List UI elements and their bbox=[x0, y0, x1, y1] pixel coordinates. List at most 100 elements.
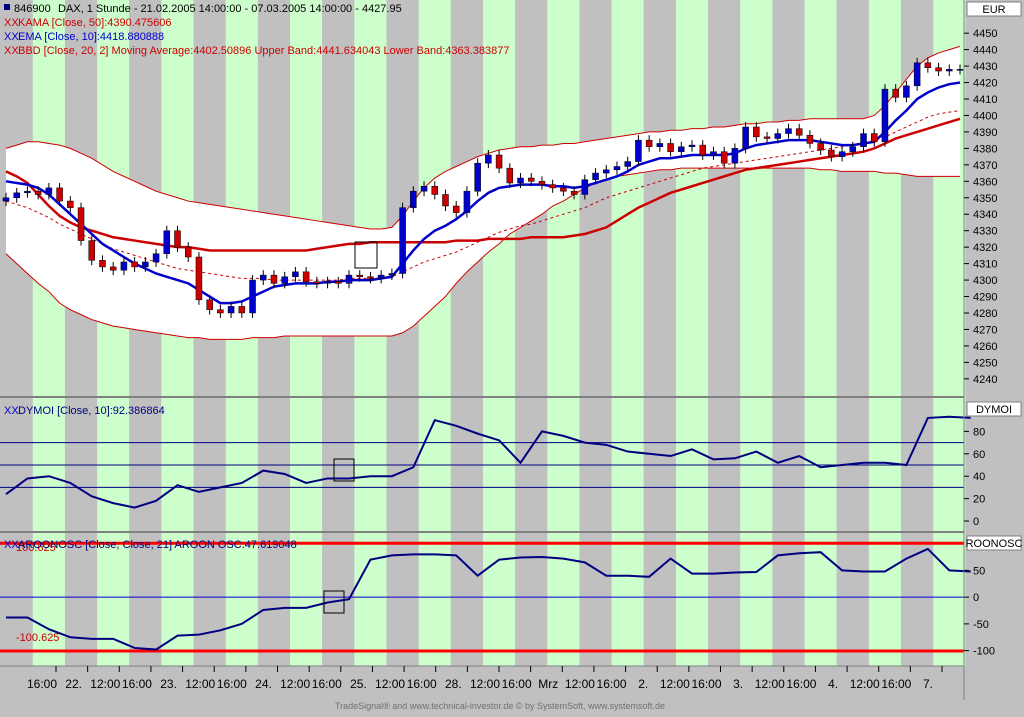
session-band bbox=[547, 0, 580, 666]
candle bbox=[806, 130, 814, 149]
bollinger-band-area bbox=[6, 46, 960, 340]
upper-band-line bbox=[5, 45, 961, 230]
candle bbox=[399, 202, 406, 279]
candle bbox=[495, 150, 503, 174]
candle bbox=[463, 186, 471, 218]
price-tick-label: 4400 bbox=[973, 110, 997, 122]
candle bbox=[881, 84, 889, 147]
price-tick-label: 4250 bbox=[973, 357, 997, 369]
ema-legend: EMA [Close, 10]:4418.880888 bbox=[18, 31, 164, 43]
time-tick-label: 22. bbox=[65, 677, 82, 691]
session-band bbox=[579, 0, 612, 666]
candle bbox=[345, 270, 353, 289]
price-tick-label: 4430 bbox=[973, 61, 997, 73]
session-band bbox=[32, 0, 65, 666]
aroon-unit-box bbox=[966, 535, 1022, 551]
aroon-osc-line bbox=[6, 547, 971, 651]
price-ticks: 4240 4250 4260 4270 4280 4290 4300 4310 4320 4330… bbox=[964, 28, 997, 386]
candle bbox=[731, 143, 739, 169]
candle bbox=[710, 146, 717, 160]
time-tick-label: 12:00 bbox=[565, 677, 595, 691]
time-tick-label: 16:00 bbox=[122, 677, 152, 691]
candle bbox=[688, 140, 696, 152]
candle bbox=[870, 128, 878, 147]
price-tick-label: 4320 bbox=[973, 242, 997, 254]
candle bbox=[935, 62, 942, 76]
session-band bbox=[643, 0, 676, 666]
candle bbox=[603, 164, 610, 179]
candle bbox=[742, 122, 749, 154]
candle bbox=[849, 141, 857, 157]
candle bbox=[227, 301, 235, 318]
time-tick-label: 28. bbox=[445, 677, 462, 691]
candle bbox=[195, 252, 203, 305]
candle bbox=[452, 201, 460, 218]
candle bbox=[956, 64, 964, 75]
aroon-tick-label: 0 bbox=[973, 592, 979, 604]
bbd-legend: BBD [Close, 20, 2] Moving Average:4402.5… bbox=[18, 45, 510, 57]
session-band bbox=[804, 0, 837, 666]
session-shading bbox=[0, 0, 966, 666]
candle bbox=[656, 138, 664, 152]
candle bbox=[581, 174, 589, 200]
session-band bbox=[97, 0, 130, 666]
candle bbox=[410, 186, 417, 213]
candle bbox=[506, 163, 514, 188]
time-tick-label: 16:00 bbox=[597, 677, 627, 691]
session-band bbox=[418, 0, 451, 666]
price-tick-label: 4310 bbox=[973, 259, 997, 271]
time-tick-label: 3. bbox=[733, 677, 743, 691]
dymoi-panel bbox=[0, 415, 971, 509]
time-tick-label: 7. bbox=[923, 677, 933, 691]
price-panel bbox=[2, 45, 964, 340]
aroon-tick-label: 50 bbox=[973, 565, 985, 577]
candle bbox=[720, 146, 728, 169]
candle bbox=[292, 266, 299, 282]
time-tick-label: 12:00 bbox=[470, 677, 500, 691]
time-tick-label: 16:00 bbox=[502, 677, 532, 691]
price-tick-label: 4280 bbox=[973, 308, 997, 320]
dymoi-tick-label: 0 bbox=[973, 516, 979, 528]
candle bbox=[131, 257, 138, 272]
candle bbox=[924, 57, 932, 73]
price-tick-label: 4350 bbox=[973, 193, 997, 205]
candle bbox=[817, 138, 824, 155]
time-tick-label: 16:00 bbox=[881, 677, 911, 691]
candle bbox=[527, 173, 535, 187]
time-tick-label: 2. bbox=[638, 677, 648, 691]
price-tick-label: 4420 bbox=[973, 78, 997, 90]
candle bbox=[388, 268, 396, 281]
candle bbox=[88, 235, 96, 266]
time-tick-label: 16:00 bbox=[407, 677, 437, 691]
candle bbox=[281, 271, 288, 289]
candle bbox=[538, 176, 546, 190]
dymoi-tick-label: 40 bbox=[973, 471, 985, 483]
aroon-tick-label: -100 bbox=[973, 646, 995, 658]
candle bbox=[613, 161, 621, 175]
candle bbox=[913, 57, 921, 91]
candle bbox=[367, 271, 374, 284]
time-tick-label: 23. bbox=[160, 677, 177, 691]
dymoi-unit-label: DYMOI bbox=[976, 404, 1012, 416]
session-band bbox=[483, 0, 516, 666]
aroon-legend: 100.625 XX AROONOSC [Close, Close, 21] A… bbox=[4, 539, 297, 644]
time-tick-label: 16:00 bbox=[217, 677, 247, 691]
price-tick-label: 4290 bbox=[973, 292, 997, 304]
candle bbox=[120, 257, 128, 276]
candle bbox=[67, 196, 74, 213]
candle bbox=[356, 270, 363, 282]
highlight-box bbox=[333, 458, 355, 482]
candle bbox=[946, 64, 953, 76]
kama-legend: KAMA [Close, 50]:4390.475606 bbox=[18, 17, 172, 29]
candle bbox=[667, 138, 674, 157]
candle bbox=[570, 186, 578, 200]
candle bbox=[260, 270, 267, 286]
candle bbox=[217, 304, 224, 318]
candle bbox=[431, 181, 439, 200]
price-tick-label: 4370 bbox=[973, 160, 997, 172]
legend-xx-mark: XX bbox=[4, 405, 19, 417]
candle bbox=[645, 135, 653, 152]
candle bbox=[763, 131, 771, 144]
